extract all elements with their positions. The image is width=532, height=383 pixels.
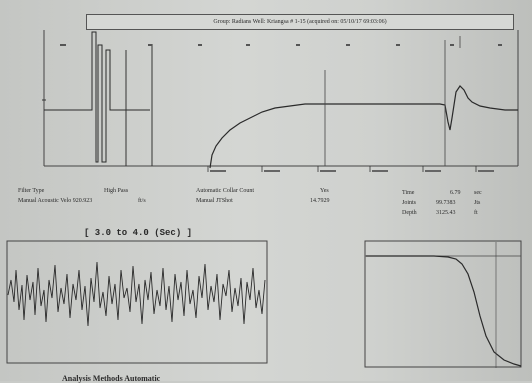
joints-unit: Jts (474, 200, 481, 206)
log-info-panel: Filter Type High Pass Manual Acoustic Ve… (18, 188, 508, 228)
collar-count-value: Yes (320, 188, 329, 194)
zoom-signal-trace (7, 261, 266, 327)
depth-label: Depth (402, 210, 417, 216)
collar-count-label: Automatic Collar Count (196, 188, 254, 194)
manual-velocity-label: Manual Acoustic Velo 920.923 (18, 198, 93, 204)
decay-trace (209, 85, 518, 169)
depth-value: 3125.43 (436, 210, 456, 216)
time-unit: sec (474, 190, 482, 196)
filter-type-label: Filter Type (18, 188, 45, 194)
range-label: [ 3.0 to 4.0 (Sec) ] (84, 228, 193, 238)
manual-jt-value: 14.7929 (310, 198, 330, 204)
well-header: Group: Radians Well: Kriangsa # 1-15 (ac… (86, 14, 514, 30)
zoom-trace-plot (6, 240, 268, 364)
manual-velocity-unit: ft/s (138, 198, 146, 204)
acoustic-trace-plot (40, 30, 522, 176)
manual-jt-label: Manual JTShot (196, 198, 233, 204)
signal-trace (44, 31, 150, 163)
filter-type-value: High Pass (104, 188, 129, 194)
time-value: 6.79 (450, 190, 461, 196)
joints-value: 99.7383 (436, 200, 456, 206)
time-label: Time (402, 190, 415, 196)
joints-label: Joints (402, 200, 417, 206)
analysis-method-label: Analysis Methods Automatic (62, 374, 161, 383)
acoustic-trace-svg (42, 30, 519, 172)
dampening-curve (366, 255, 522, 367)
depth-unit: ft (474, 210, 478, 216)
dampening-curve-plot (364, 240, 522, 368)
